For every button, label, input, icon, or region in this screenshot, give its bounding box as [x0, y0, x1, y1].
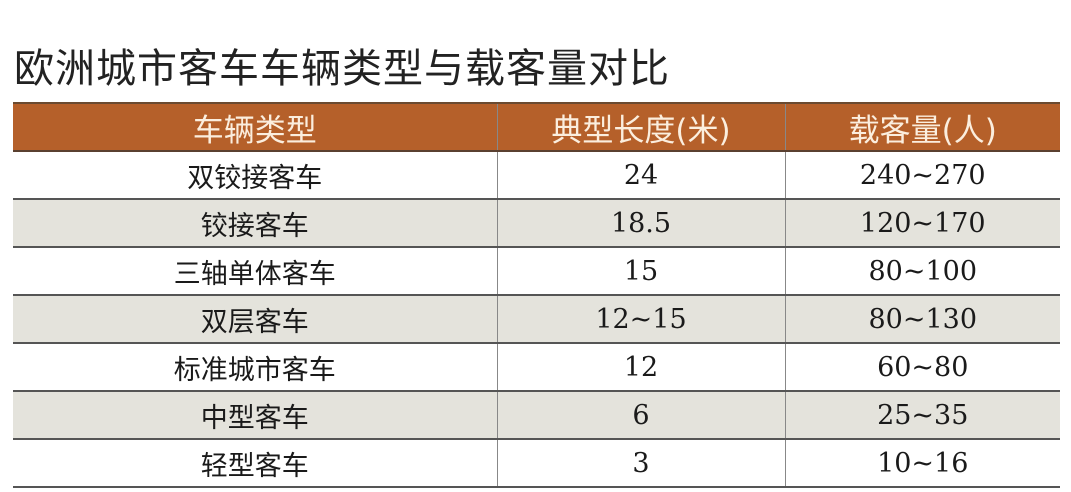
- cell-vehicle-type: 双层客车: [13, 295, 497, 344]
- cell-vehicle-type: 铰接客车: [13, 199, 497, 248]
- cell-capacity: 80~130: [784, 295, 1060, 344]
- page-title: 欧洲城市客车车辆类型与载客量对比: [14, 46, 670, 92]
- table-row: 轻型客车 3 10~16: [13, 439, 1060, 488]
- cell-length: 15: [496, 247, 785, 296]
- table-row: 铰接客车 18.5 120~170: [13, 199, 1060, 248]
- cell-capacity: 120~170: [784, 199, 1060, 248]
- header-length: 典型长度(米): [496, 102, 785, 152]
- cell-capacity: 25~35: [784, 391, 1060, 440]
- header-capacity: 载客量(人): [784, 102, 1060, 152]
- cell-vehicle-type: 双铰接客车: [13, 151, 497, 200]
- cell-vehicle-type: 中型客车: [13, 391, 497, 440]
- cell-vehicle-type: 标准城市客车: [13, 343, 497, 392]
- cell-capacity: 60~80: [784, 343, 1060, 392]
- cell-capacity: 80~100: [784, 247, 1060, 296]
- cell-vehicle-type: 轻型客车: [13, 439, 497, 488]
- cell-vehicle-type: 三轴单体客车: [13, 247, 497, 296]
- table-row: 三轴单体客车 15 80~100: [13, 247, 1060, 296]
- table-row: 双铰接客车 24 240~270: [13, 151, 1060, 200]
- cell-length: 12: [496, 343, 785, 392]
- cell-length: 12~15: [496, 295, 785, 344]
- table-row: 中型客车 6 25~35: [13, 391, 1060, 440]
- header-vehicle-type: 车辆类型: [13, 102, 497, 152]
- cell-length: 6: [496, 391, 785, 440]
- cell-capacity: 10~16: [784, 439, 1060, 488]
- cell-length: 24: [496, 151, 785, 200]
- cell-length: 3: [496, 439, 785, 488]
- table-row: 双层客车 12~15 80~130: [13, 295, 1060, 344]
- table-header-row: 车辆类型 典型长度(米) 载客量(人): [13, 102, 1060, 152]
- table-row: 标准城市客车 12 60~80: [13, 343, 1060, 392]
- cell-capacity: 240~270: [784, 151, 1060, 200]
- comparison-table: 车辆类型 典型长度(米) 载客量(人) 双铰接客车 24 240~270 铰接客车 18…: [13, 102, 1060, 488]
- cell-length: 18.5: [496, 199, 785, 248]
